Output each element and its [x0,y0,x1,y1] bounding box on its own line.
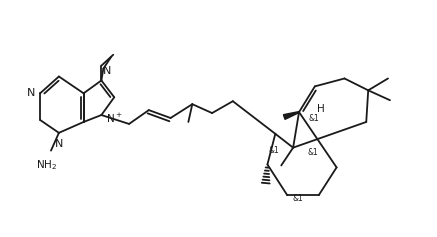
Text: N: N [55,139,63,149]
Text: N: N [104,67,112,77]
Polygon shape [284,112,299,119]
Text: &1: &1 [308,148,319,157]
Text: &1: &1 [268,146,279,155]
Text: &1: &1 [309,114,320,123]
Text: N: N [27,88,35,98]
Text: NH$_2$: NH$_2$ [36,159,58,172]
Text: &1: &1 [292,194,303,203]
Text: H: H [317,104,325,114]
Text: N$^+$: N$^+$ [106,111,123,125]
